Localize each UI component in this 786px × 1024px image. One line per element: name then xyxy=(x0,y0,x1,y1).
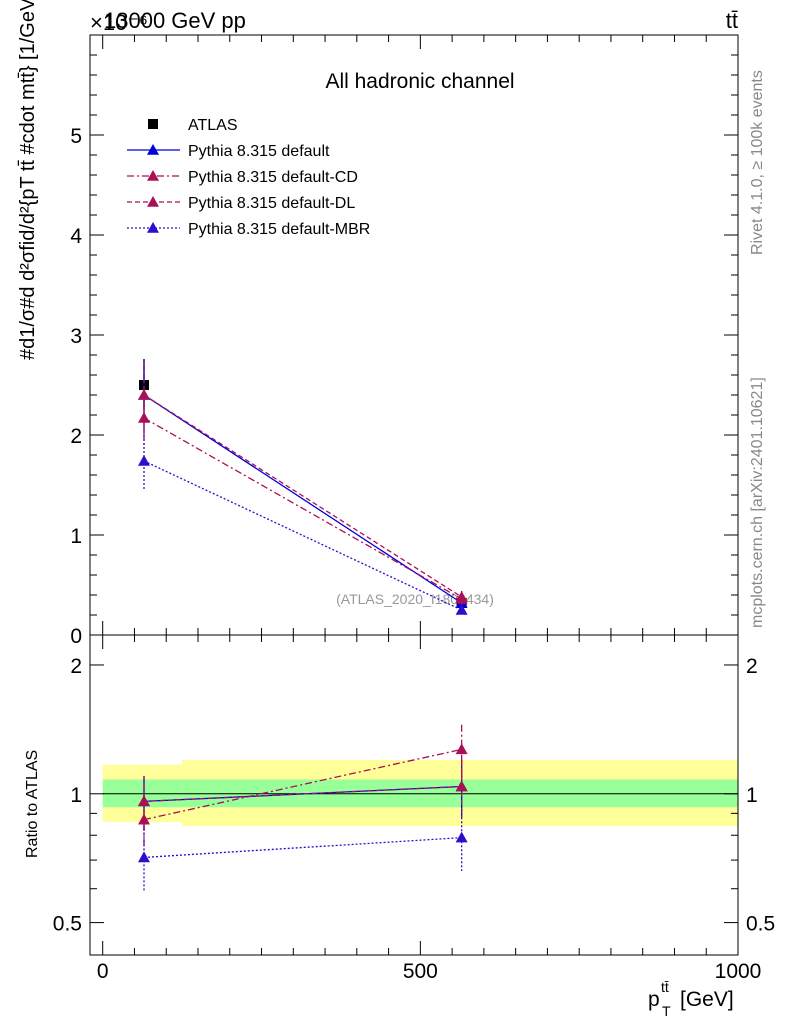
ratio-panel: 0.5 0.5 1 1 2 2 0 500 1000 Ratio to ATLAS xyxy=(24,634,775,983)
legend-marker xyxy=(147,196,159,207)
y-axis-label: #d1/σ#d d²σfid/d²{pT tt̄ #cdot mtt̄} [1/… xyxy=(17,0,39,360)
ratio-point xyxy=(455,831,468,843)
ratio-marks xyxy=(138,724,468,892)
data-point xyxy=(455,591,468,602)
x-axis-label-sub: T xyxy=(662,1003,671,1019)
legend-label: Pythia 8.315 default-CD xyxy=(188,169,358,186)
legend-label: Pythia 8.315 default-DL xyxy=(188,195,355,212)
series-atlas xyxy=(139,359,467,608)
ratio-point xyxy=(138,851,150,863)
series-pythia-8-315-default xyxy=(138,359,468,608)
ratio-line xyxy=(143,748,462,821)
legend-label: Pythia 8.315 default-MBR xyxy=(188,221,370,238)
ratio-frame xyxy=(89,634,739,956)
legend-marker xyxy=(147,170,159,181)
energy-label: 13000 GeV pp xyxy=(104,8,246,33)
data-point xyxy=(138,412,150,423)
x-axis-label: p T tt̄ [GeV] xyxy=(648,979,734,1019)
ratio-y-tick-label: 2 xyxy=(70,655,82,678)
x-tick-label: 500 xyxy=(403,960,438,983)
main-marks xyxy=(138,359,468,615)
data-point xyxy=(138,455,150,466)
legend-marker xyxy=(147,222,159,233)
ratio-y-tick-label: 1 xyxy=(70,784,82,807)
legend-item: Pythia 8.315 default-DL xyxy=(127,195,355,212)
legend-item: Pythia 8.315 default-CD xyxy=(127,169,358,186)
legend-label: Pythia 8.315 default xyxy=(188,143,330,160)
ratio-point xyxy=(455,780,468,792)
series-pythia-8-315-default-dl xyxy=(138,362,468,603)
ratio-point xyxy=(138,795,150,807)
series-line xyxy=(143,417,462,600)
legend: ATLAS Pythia 8.315 default Pythia 8.315 de… xyxy=(127,117,370,238)
legend-item: Pythia 8.315 default xyxy=(127,143,330,160)
legend-label: ATLAS xyxy=(188,117,238,134)
legend-marker xyxy=(147,144,159,155)
chart-title: All hadronic channel xyxy=(325,70,514,93)
y-tick-label: 4 xyxy=(70,225,82,248)
legend-marker xyxy=(148,119,158,129)
scale-factor: ×10⁻⁶ xyxy=(90,10,148,35)
ratio-axes: 0.5 0.5 1 1 2 2 0 500 1000 xyxy=(53,634,775,983)
mcplots-label: mcplots.cern.ch [arXiv:2401.10621] xyxy=(749,377,766,628)
ratio-y-tick-label: 0.5 xyxy=(53,913,82,936)
ratio-y-label: Ratio to ATLAS xyxy=(24,750,41,858)
legend-item: ATLAS xyxy=(148,117,238,134)
main-axes: 0 1 2 3 4 5 xyxy=(70,34,739,648)
x-axis-label-unit: [GeV] xyxy=(680,988,734,1011)
ratio-y-tick-label-right: 1 xyxy=(746,784,758,807)
series-line xyxy=(143,460,462,611)
y-tick-label: 2 xyxy=(70,425,82,448)
data-point xyxy=(455,604,468,615)
series-line xyxy=(143,394,462,598)
ratio-point xyxy=(455,743,468,755)
data-point xyxy=(138,389,150,400)
ratio-line xyxy=(143,785,462,803)
x-axis-label-main: p xyxy=(648,988,660,1011)
process-label: tt̄ xyxy=(726,8,738,33)
ratio-series-pythia-8-315-default-dl xyxy=(138,759,468,831)
x-tick-label: 0 xyxy=(97,960,109,983)
y-tick-label: 0 xyxy=(70,625,82,648)
ratio-y-tick-label-right: 2 xyxy=(746,655,758,678)
series-pythia-8-315-default-mbr xyxy=(138,431,468,615)
x-tick-label: 1000 xyxy=(715,960,762,983)
ratio-line xyxy=(143,836,462,859)
x-axis-label-sup: tt̄ xyxy=(661,979,669,995)
y-tick-label: 3 xyxy=(70,325,82,348)
rivet-label: Rivet 4.1.0, ≥ 100k events xyxy=(749,70,766,255)
legend-item: Pythia 8.315 default-MBR xyxy=(127,221,370,238)
ratio-series-pythia-8-315-default-mbr xyxy=(138,809,468,892)
ratio-y-tick-label-right: 0.5 xyxy=(746,913,775,936)
y-tick-label: 1 xyxy=(70,525,82,548)
y-tick-label: 5 xyxy=(70,125,82,148)
watermark: (ATLAS_2020_I1801434) xyxy=(336,591,494,607)
main-panel: 0 1 2 3 4 5 All hadronic channel (ATLAS_2020_… xyxy=(17,0,739,648)
ratio-bands xyxy=(102,759,738,827)
